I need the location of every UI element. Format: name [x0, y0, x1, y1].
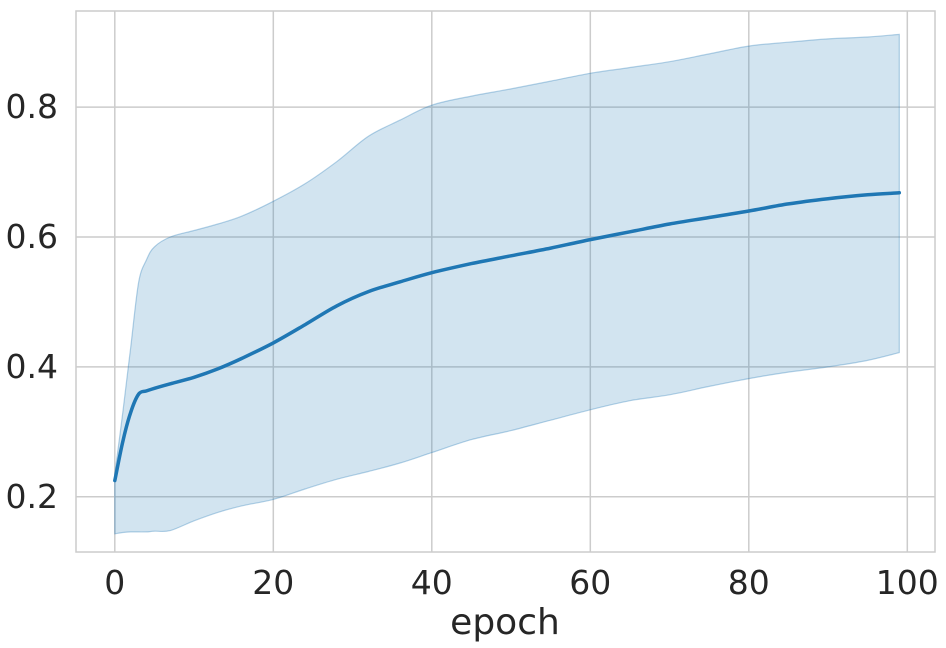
- tick-layer: 0 20 40 60 80 100 0.2 0.4 0.6 0.8: [6, 87, 939, 602]
- grid-layer: [76, 11, 935, 552]
- x-tick-label: 0: [104, 563, 125, 602]
- y-tick-label: 0.6: [6, 217, 58, 256]
- x-tick-label: 100: [876, 563, 939, 602]
- spine-layer: [75, 10, 936, 553]
- data-layer: [113, 33, 902, 535]
- mean-line: [113, 191, 902, 483]
- y-tick-label: 0.8: [6, 87, 58, 126]
- x-tick-label: 60: [569, 563, 611, 602]
- x-axis-label: epoch: [450, 602, 560, 643]
- axes-spines: [75, 10, 936, 553]
- x-tick-label: 80: [728, 563, 770, 602]
- y-tick-label: 0.2: [6, 477, 58, 516]
- x-tick-label: 40: [411, 563, 453, 602]
- confidence-band: [114, 33, 900, 535]
- x-tick-label: 20: [252, 563, 294, 602]
- y-tick-label: 0.4: [6, 347, 58, 386]
